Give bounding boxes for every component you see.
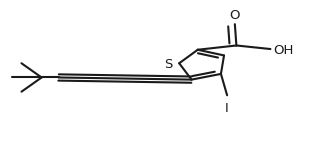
Text: OH: OH [273, 44, 293, 57]
Text: S: S [164, 58, 173, 71]
Text: O: O [230, 9, 240, 22]
Text: I: I [225, 102, 229, 115]
